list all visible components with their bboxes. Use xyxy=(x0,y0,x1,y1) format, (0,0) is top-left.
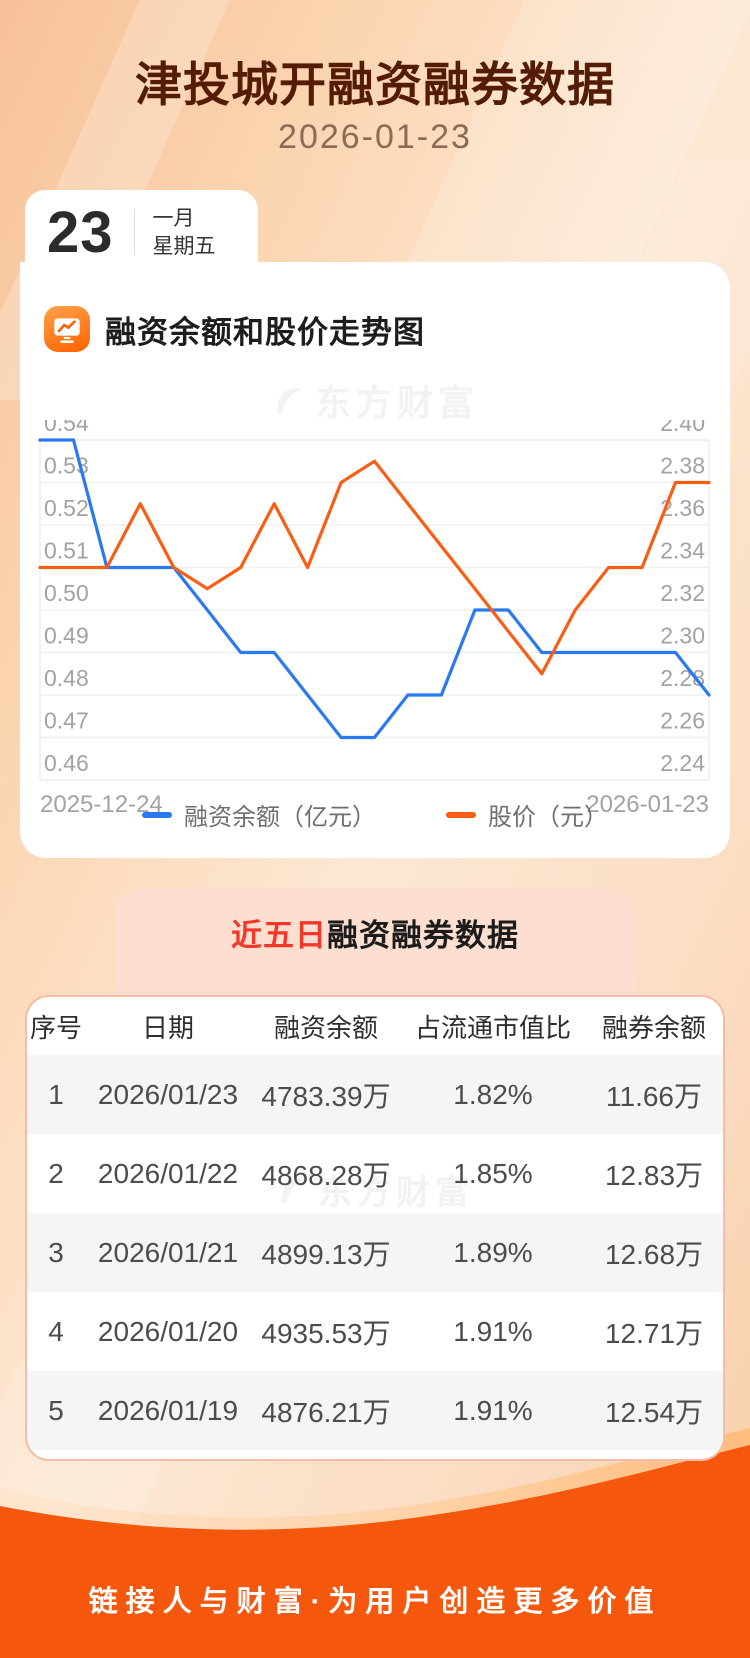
header-date: 2026-01-23 xyxy=(278,118,472,156)
table-cell: 4876.21万 xyxy=(261,1396,391,1428)
legend-swatch-orange xyxy=(446,811,476,818)
svg-text:0.52: 0.52 xyxy=(44,495,89,521)
svg-text:2.28: 2.28 xyxy=(660,665,705,691)
table-cell: 12.83万 xyxy=(604,1159,704,1191)
svg-text:2.34: 2.34 xyxy=(660,538,705,564)
table-row: 5 2026/01/19 4876.21万 1.91% 12.54万 xyxy=(27,1371,723,1450)
margin-balance-line xyxy=(38,438,711,740)
table-cell: 3 xyxy=(48,1236,64,1268)
badge-day: 23 xyxy=(47,199,114,265)
watermark-logo: 东方财富 xyxy=(271,374,479,426)
table-title-banner: 近五日融资融券数据 xyxy=(115,888,635,1010)
table-cell: 4783.39万 xyxy=(261,1080,391,1112)
table-cell: 4 xyxy=(48,1315,64,1347)
page-title: 津投城开融资融券数据 xyxy=(135,58,615,111)
trend-chart-svg: 0.54 2.400.53 2.380.52 2.360.51 2.340.50 2.32… xyxy=(38,410,711,818)
table-cell: 1.89% xyxy=(453,1236,533,1268)
table-row: 2 2026/01/22 4868.28万 1.85% 12.83万 xyxy=(27,1134,723,1213)
table-title-rest: 融资融券数据 xyxy=(327,918,519,953)
svg-text:0.46: 0.46 xyxy=(44,750,89,776)
badge-month: 一月 xyxy=(152,206,195,230)
legend-item-stock-price: 股价（元） xyxy=(446,797,608,832)
table-header-cell: 融券余额 xyxy=(601,1012,706,1043)
table-cell: 4899.13万 xyxy=(261,1238,391,1270)
table-cell: 1.91% xyxy=(453,1315,533,1347)
svg-text:2.30: 2.30 xyxy=(660,623,705,649)
stock-price-line xyxy=(38,459,711,676)
legend-swatch-blue xyxy=(142,811,172,818)
chart-section-title: 融资余额和股价走势图 xyxy=(105,314,425,350)
table-row: 3 2026/01/21 4899.13万 1.89% 12.68万 xyxy=(27,1213,723,1292)
svg-text:2.24: 2.24 xyxy=(660,750,705,776)
table-cell: 1 xyxy=(48,1078,64,1110)
trend-chart-icon xyxy=(44,306,90,352)
table-cell: 4935.53万 xyxy=(261,1317,391,1349)
table-cell: 2026/01/20 xyxy=(97,1315,239,1347)
table-cell: 12.71万 xyxy=(604,1317,704,1349)
badge-divider xyxy=(133,209,135,255)
svg-text:0.48: 0.48 xyxy=(44,665,89,691)
watermark-text: 东方财富 xyxy=(314,382,480,423)
table-cell: 12.54万 xyxy=(604,1396,704,1428)
x-axis-end-label: 2026-01-23 xyxy=(586,791,709,818)
table-cell: 1.91% xyxy=(453,1394,533,1426)
table-cell: 12.68万 xyxy=(604,1238,704,1270)
table-cell: 2026/01/22 xyxy=(97,1157,239,1189)
table-header: 序号 日期 融资余额 占流通市值比 融券余额 xyxy=(27,997,723,1055)
table-row: 4 2026/01/20 4935.53万 1.91% 12.71万 xyxy=(27,1292,723,1371)
table-cell: 2026/01/19 xyxy=(97,1394,239,1426)
table-header-cell: 融资余额 xyxy=(273,1012,378,1043)
svg-text:0.50: 0.50 xyxy=(44,580,89,606)
chart-section-header: 融资余额和股价走势图 xyxy=(44,306,425,352)
footer: 链接人与财富·为用户创造更多价值 xyxy=(0,1428,750,1658)
table-cell: 2026/01/23 xyxy=(97,1078,239,1110)
legend-label: 股价（元） xyxy=(488,804,608,831)
svg-text:2.32: 2.32 xyxy=(660,580,705,606)
table-cell: 4868.28万 xyxy=(261,1159,391,1191)
table-card: 东方财富 序号 日期 融资余额 占流通市值比 融券余额 1 2026/01/23 4783.… xyxy=(25,995,725,1461)
table-title-highlight: 近五日 xyxy=(231,918,327,953)
legend-item-margin-balance: 融资余额（亿元） xyxy=(142,797,376,832)
table-cell: 11.66万 xyxy=(606,1080,702,1112)
table-cell: 1.82% xyxy=(453,1078,533,1110)
table-cell: 2026/01/21 xyxy=(97,1236,239,1268)
table-header-cell: 占流通市值比 xyxy=(414,1012,571,1043)
table-header-cell: 日期 xyxy=(141,1012,194,1043)
svg-text:2.38: 2.38 xyxy=(660,453,705,479)
footer-wave xyxy=(0,1428,750,1658)
table-row: 1 2026/01/23 4783.39万 1.82% 11.66万 xyxy=(27,1055,723,1134)
table-cell: 5 xyxy=(48,1394,64,1426)
svg-text:2.40: 2.40 xyxy=(660,420,705,436)
table-cell: 1.85% xyxy=(453,1157,533,1189)
legend-label: 融资余额（亿元） xyxy=(184,804,376,831)
svg-text:0.47: 0.47 xyxy=(44,708,89,734)
svg-text:0.54: 0.54 xyxy=(44,420,89,436)
badge-weekday: 星期五 xyxy=(152,234,216,258)
table-header-cell: 序号 xyxy=(29,1012,82,1043)
svg-text:0.49: 0.49 xyxy=(44,623,89,649)
svg-text:0.51: 0.51 xyxy=(44,538,89,564)
chart-card: 融资余额和股价走势图 东方财富 0.54 2.40 0.53 2.38 0.52 2.36… xyxy=(20,262,730,858)
table-cell: 2 xyxy=(48,1157,64,1189)
date-badge: 23 一月 星期五 xyxy=(25,190,258,274)
footer-slogan: 链接人与财富·为用户创造更多价值 xyxy=(88,1586,662,1618)
trend-chart: 0.54 2.40 0.53 2.38 0.52 2.36 0.51 2.34 0.50 2.32… xyxy=(20,410,730,820)
chart-legend: 融资余额（亿元） 股价（元） xyxy=(20,797,730,832)
table-body: 1 2026/01/23 4783.39万 1.82% 11.66万 2 2026/01/2… xyxy=(27,1055,723,1450)
svg-text:2.26: 2.26 xyxy=(660,708,705,734)
